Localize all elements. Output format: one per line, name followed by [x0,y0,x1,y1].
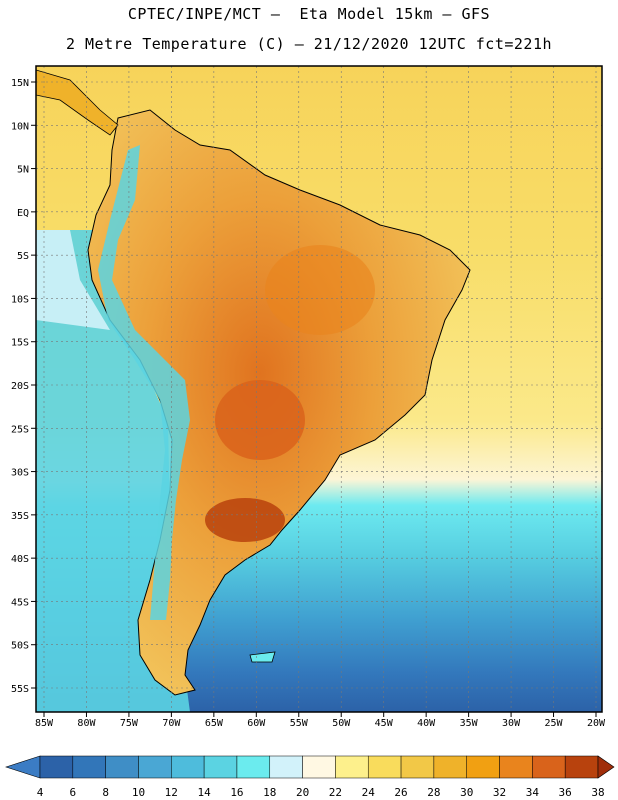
lat-label: 45S [11,597,29,608]
lon-label: 85W [35,718,54,729]
colorbar-label: 10 [132,786,145,799]
lon-label: 55W [290,718,309,729]
lat-label: 15N [11,78,29,89]
colorbar-label: 24 [362,786,376,799]
lon-label: 30W [502,718,521,729]
title-line-2: 2 Metre Temperature (C) – 21/12/2020 12U… [65,35,553,53]
map-frame [35,65,603,713]
colorbar-label: 22 [329,786,342,799]
lon-label: 25W [545,718,564,729]
lon-label: 60W [247,718,266,729]
title-line-1: CPTEC/INPE/MCT – Eta Model 15km – GFS [127,5,491,23]
lon-label: 70W [162,718,181,729]
colorbar-swatch [269,755,303,779]
colorbar-label: 12 [165,786,178,799]
lat-label: 30S [11,468,29,479]
hot-core-pampas [205,498,285,542]
colorbar-swatch [499,755,533,779]
colorbar-swatch [105,755,139,779]
lat-label: 10N [11,121,29,132]
lat-label: 40S [11,554,29,565]
colorbar-swatch [532,755,566,779]
lat-label: 35S [11,511,29,522]
lon-label: 40W [417,718,436,729]
colorbar-label: 36 [559,786,572,799]
colorbar-label: 8 [102,786,109,799]
colorbar-swatch [203,755,238,779]
colorbar-swatch [466,755,500,779]
colorbar-label: 32 [493,786,506,799]
colorbar-swatch [400,755,435,779]
lat-label: 25S [11,424,29,435]
lon-label: 80W [77,718,96,729]
lat-label: 5N [17,165,29,176]
pacific-mild-zone [36,230,110,330]
colorbar-label: 30 [460,786,473,799]
colorbar-low-arrow [5,755,41,779]
map-field [36,66,602,712]
hot-core-chaco [215,380,305,460]
colorbar-label: 14 [197,786,211,799]
colorbar-label: 28 [427,786,440,799]
longitude-labels: 85W 80W 75W 70W 65W 60W 55W 50W 45W 40W 35W 30W 25W 2… [35,712,606,729]
lon-label: 45W [375,718,394,729]
colorbar-swatch [302,755,336,779]
lat-label: 15S [11,338,29,349]
colorbar-swatch [433,755,467,779]
colorbar-label: 38 [591,786,604,799]
gridlines [36,66,602,712]
colorbar-label: 6 [70,786,77,799]
latitude-labels: 15N 10N 5N EQ 5S 10S 15S 20S 25S 30S 35S 40S 45S 50S 5… [11,78,36,695]
lat-label: 10S [11,294,29,305]
lat-label: 20S [11,381,29,392]
colorbar-high-arrow [597,755,615,779]
warm-core-brazil [265,245,375,335]
andes-cool-strip [98,145,190,620]
falkland-islands [249,651,276,663]
colorbar-swatch [138,755,172,779]
lat-label: 50S [11,641,29,652]
colorbar: 4 6 8 10 12 14 16 18 20 22 24 26 28 30 32 34 36 38 [5,755,615,799]
lat-label: 5S [17,251,29,262]
colorbar-swatch [367,755,402,779]
lon-label: 75W [120,718,139,729]
lon-label: 20W [587,718,606,729]
colorbar-swatch [39,755,74,779]
colorbar-swatch [236,755,271,779]
lat-label: 55S [11,684,29,695]
lon-label: 65W [205,718,224,729]
colorbar-swatch [335,755,369,779]
lon-label: 50W [332,718,351,729]
lat-label: EQ [17,208,29,219]
colorbar-label: 34 [526,786,540,799]
colorbar-label: 26 [394,786,407,799]
colorbar-label: 16 [230,786,243,799]
colorbar-label: 18 [263,786,276,799]
colorbar-swatch [171,755,205,779]
lon-label: 35W [460,718,479,729]
colorbar-swatch [72,755,106,779]
colorbar-label: 20 [296,786,309,799]
colorbar-label: 4 [37,786,44,799]
colorbar-swatch [564,755,599,779]
